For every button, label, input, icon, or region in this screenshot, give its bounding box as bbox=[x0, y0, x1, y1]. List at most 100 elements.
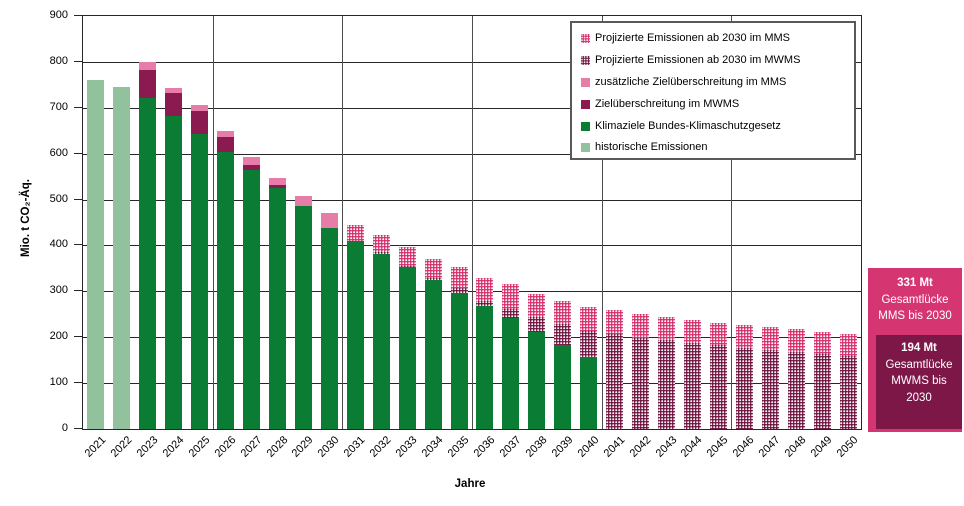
bar-2030-segment-pink bbox=[320, 212, 338, 229]
x-tick-label-2039: 2039 bbox=[549, 434, 576, 460]
x-tick-label-2045: 2045 bbox=[705, 434, 731, 460]
bar-2033-segment-green bbox=[398, 267, 416, 429]
y-tick-label-100: 100 bbox=[49, 376, 68, 389]
bar-2045 bbox=[709, 16, 727, 429]
bar-2036-segment-green bbox=[476, 305, 494, 429]
bar-2047 bbox=[761, 16, 779, 429]
anno-mwms-line-2: MWMS bis bbox=[891, 375, 947, 387]
gridline-group-25 bbox=[731, 16, 733, 429]
bar-2030 bbox=[320, 16, 338, 429]
y-tick-mark-300 bbox=[74, 290, 82, 292]
bar-2025-segment-green bbox=[191, 133, 209, 429]
x-tick-label-2022: 2022 bbox=[108, 434, 135, 460]
bar-2042-segment-hatchdark bbox=[632, 337, 650, 429]
bar-2027-segment-green bbox=[243, 169, 261, 429]
bar-2044-segment-hatchpink bbox=[683, 320, 701, 344]
bar-2021-segment-hist bbox=[87, 80, 105, 429]
bar-2049-segment-hatchdark bbox=[813, 353, 831, 429]
y-tick-mark-0 bbox=[74, 428, 82, 429]
gridline-group-15 bbox=[472, 16, 473, 429]
y-tick-label-900: 900 bbox=[49, 9, 68, 21]
anno-mwms-line-0: 194 Mt bbox=[901, 342, 937, 354]
legend-label: historische Emissionen bbox=[595, 141, 708, 154]
y-tick-label-400: 400 bbox=[49, 238, 68, 251]
x-tick-label-2027: 2027 bbox=[238, 434, 265, 460]
bar-2037-segment-green bbox=[502, 318, 520, 429]
gridline-group-5 bbox=[212, 16, 214, 429]
bar-2046-segment-hatchpink bbox=[735, 324, 753, 348]
bar-2031-segment-hatchpink bbox=[346, 224, 364, 241]
bar-2035 bbox=[450, 16, 468, 429]
anno-mwms-line-1: Gesamtlücke bbox=[885, 358, 953, 371]
y-tick-label-700: 700 bbox=[49, 100, 68, 113]
bar-2025-segment-maroon bbox=[191, 110, 209, 134]
bar-2040-segment-hatchpink bbox=[580, 306, 598, 331]
bar-2023-segment-pink bbox=[139, 61, 157, 71]
legend-label: zusätzliche Zielüberschreitung im MMS bbox=[595, 75, 787, 88]
legend-item-4: Klimaziele Bundes-Klimaschutzgesetz bbox=[581, 115, 854, 137]
x-tick-label-2036: 2036 bbox=[471, 434, 498, 460]
anno-mms-line-1: Gesamtlücke bbox=[881, 293, 949, 306]
y-tick-mark-700 bbox=[74, 106, 82, 108]
legend-label: Projizierte Emissionen ab 2030 im MMS bbox=[595, 32, 791, 45]
annotation-mwms-gap: 194 Mt Gesamtlücke MWMS bis 2030 bbox=[876, 335, 962, 429]
legend-swatch-hatch-pink-icon bbox=[581, 34, 590, 44]
y-tick-mark-800 bbox=[74, 60, 82, 62]
x-tick-label-2033: 2033 bbox=[393, 434, 420, 460]
x-tick-label-2034: 2034 bbox=[419, 434, 446, 460]
bar-2030-segment-green bbox=[320, 228, 338, 429]
legend-label: Klimaziele Bundes-Klimaschutzgesetz bbox=[595, 119, 781, 132]
x-tick-label-2035: 2035 bbox=[445, 434, 472, 460]
y-tick-mark-400 bbox=[74, 244, 82, 246]
y-tick-mark-900 bbox=[74, 15, 82, 16]
bar-2039-segment-hatchdark bbox=[554, 324, 572, 345]
bar-2039-segment-green bbox=[554, 344, 572, 429]
bar-2023 bbox=[139, 16, 157, 429]
bar-2023-segment-green bbox=[139, 97, 157, 429]
x-tick-label-2048: 2048 bbox=[782, 434, 809, 460]
bar-2032-segment-green bbox=[372, 253, 390, 429]
bar-2041-segment-hatchpink bbox=[606, 310, 624, 335]
bar-2022-segment-hist bbox=[113, 86, 131, 429]
bar-2043-segment-hatchdark bbox=[658, 340, 675, 429]
x-tick-label-2031: 2031 bbox=[341, 434, 368, 460]
bar-2041 bbox=[606, 16, 624, 429]
anno-mwms-line-3: 2030 bbox=[906, 391, 932, 404]
x-tick-label-2032: 2032 bbox=[367, 434, 394, 460]
x-axis-title: Jahre bbox=[454, 478, 486, 490]
bar-2032-segment-hatchpink bbox=[372, 235, 390, 252]
bar-2034-segment-hatchdark bbox=[424, 277, 442, 280]
x-tick-label-2025: 2025 bbox=[186, 434, 213, 460]
bar-2028-segment-green bbox=[269, 187, 286, 429]
gridline-group-10 bbox=[342, 16, 344, 429]
bar-2036 bbox=[476, 16, 494, 429]
bar-2029-segment-pink bbox=[294, 196, 312, 206]
bar-2050-segment-hatchpink bbox=[839, 333, 857, 356]
x-tick-label-2047: 2047 bbox=[756, 434, 783, 460]
legend-item-2: zusätzliche Zielüberschreitung im MMS bbox=[581, 72, 854, 94]
x-tick-label-2049: 2049 bbox=[808, 434, 835, 460]
bar-2026-segment-pink bbox=[217, 131, 235, 137]
bar-2038-segment-green bbox=[528, 331, 546, 429]
bar-2041-segment-hatchdark bbox=[606, 334, 624, 429]
bar-2047-segment-hatchpink bbox=[761, 327, 779, 351]
anno-mms-line-0: 331 Mt bbox=[897, 277, 933, 289]
bar-2040-segment-hatchdark bbox=[580, 330, 598, 358]
bar-2034-segment-green bbox=[424, 279, 442, 429]
bar-2021 bbox=[87, 16, 105, 429]
y-tick-label-500: 500 bbox=[49, 192, 68, 205]
legend-swatch-green-icon bbox=[581, 121, 590, 131]
bar-2044-segment-hatchdark bbox=[683, 343, 701, 429]
bar-2049-segment-hatchpink bbox=[813, 331, 831, 354]
bar-2028-segment-pink bbox=[269, 178, 286, 185]
legend-label: Projizierte Emissionen ab 2030 im MWMS bbox=[595, 54, 801, 67]
bar-2034 bbox=[424, 16, 442, 429]
bar-2025 bbox=[191, 16, 209, 429]
bar-2026-segment-green bbox=[217, 151, 235, 429]
bar-2031 bbox=[346, 16, 364, 429]
x-tick-label-2042: 2042 bbox=[627, 434, 654, 460]
x-tick-label-2029: 2029 bbox=[290, 434, 316, 460]
bar-2040 bbox=[580, 16, 598, 429]
bar-2035-segment-hatchpink bbox=[450, 267, 468, 289]
